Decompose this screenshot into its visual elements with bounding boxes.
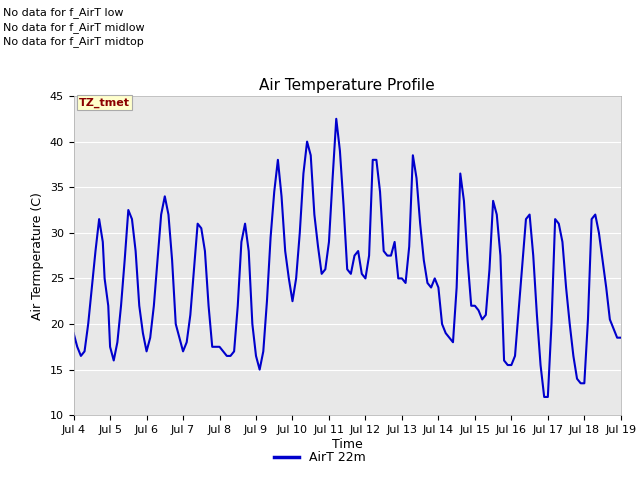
Text: TZ_tmet: TZ_tmet <box>79 97 130 108</box>
X-axis label: Time: Time <box>332 438 363 451</box>
Title: Air Temperature Profile: Air Temperature Profile <box>259 78 435 94</box>
Legend: AirT 22m: AirT 22m <box>269 446 371 469</box>
Y-axis label: Air Termperature (C): Air Termperature (C) <box>31 192 44 320</box>
Text: No data for f_AirT midtop: No data for f_AirT midtop <box>3 36 144 47</box>
Text: No data for f_AirT low: No data for f_AirT low <box>3 7 124 18</box>
Text: No data for f_AirT midlow: No data for f_AirT midlow <box>3 22 145 33</box>
